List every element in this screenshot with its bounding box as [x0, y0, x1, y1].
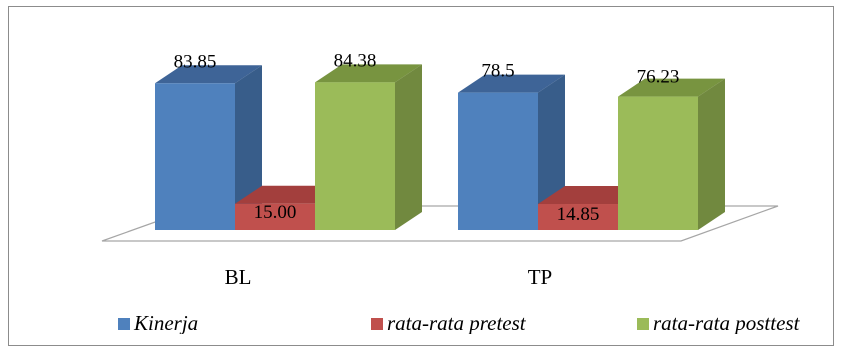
legend-item: rata-rata posttest	[637, 311, 801, 334]
data-label: 76.23	[637, 67, 680, 88]
legend-swatch	[118, 318, 130, 330]
data-label: 14.85	[557, 204, 600, 225]
legend-label: rata-rata pretest	[387, 311, 527, 334]
bar-front-face	[618, 96, 698, 230]
category-label: TP	[528, 265, 553, 289]
bar-chart: 83.85 15.00 84.38 BL 78.5 14.85 76.23 TP Kinerj…	[101, 50, 801, 334]
bar-bl-kinerja	[155, 65, 262, 230]
legend-label: Kinerja	[133, 311, 198, 334]
bar-tp-rata-rata-posttest	[618, 78, 725, 230]
bar-front-face	[458, 92, 538, 230]
bar-top-face	[155, 65, 262, 84]
legend-item: rata-rata pretest	[371, 311, 527, 334]
bar-front-face	[538, 204, 618, 230]
legend-swatch	[637, 318, 649, 330]
bar-front-face	[315, 82, 395, 231]
bar-top-face	[315, 64, 422, 83]
bar-side-face	[698, 78, 725, 230]
bar-front-face	[235, 203, 315, 230]
bar-top-face	[458, 74, 565, 93]
data-label: 15.00	[254, 202, 297, 223]
bar-front-face	[155, 83, 235, 230]
bar-side-face	[395, 64, 422, 231]
bar-top-face	[618, 78, 725, 97]
bar-side-face	[235, 65, 262, 230]
category-label: BL	[225, 265, 252, 289]
bar-tp-kinerja	[458, 74, 565, 230]
data-label: 84.38	[334, 50, 377, 71]
bar-bl-rata-rata-posttest	[315, 64, 422, 231]
legend-swatch	[371, 318, 383, 330]
legend-item: Kinerja	[118, 311, 198, 334]
data-label: 78.5	[481, 61, 514, 82]
data-label: 83.85	[174, 51, 217, 72]
legend-label: rata-rata posttest	[653, 311, 801, 334]
